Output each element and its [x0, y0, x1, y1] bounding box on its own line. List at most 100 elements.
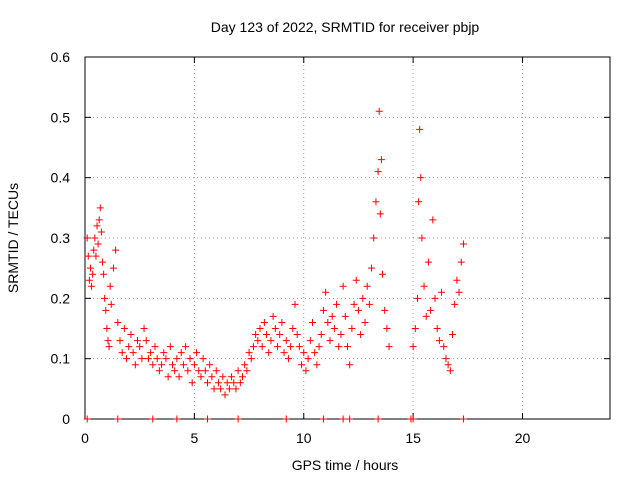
- data-point: [93, 222, 101, 230]
- data-point: [158, 361, 166, 369]
- data-point: [459, 415, 467, 423]
- data-point: [204, 379, 211, 387]
- data-point: [429, 216, 437, 224]
- data-point: [368, 264, 376, 272]
- data-point: [134, 337, 141, 345]
- data-point: [104, 337, 112, 345]
- data-point: [313, 361, 321, 369]
- data-point: [302, 367, 310, 375]
- data-point: [149, 361, 157, 369]
- data-point: [352, 276, 360, 284]
- data-point: [254, 337, 262, 345]
- data-point: [225, 385, 233, 393]
- data-point: [99, 258, 106, 266]
- data-point: [252, 331, 260, 339]
- data-point: [234, 415, 242, 423]
- data-point: [433, 325, 441, 332]
- data-point: [109, 264, 117, 272]
- data-point: [284, 355, 292, 363]
- data-point: [381, 306, 389, 314]
- data-point: [96, 204, 104, 212]
- data-point: [282, 337, 290, 345]
- data-point: [151, 343, 159, 351]
- data-point: [442, 355, 450, 363]
- data-point: [182, 343, 190, 351]
- data-point: [247, 355, 255, 363]
- data-point: [210, 385, 218, 393]
- data-point: [102, 306, 110, 314]
- data-point: [256, 325, 264, 332]
- data-point: [374, 415, 382, 423]
- data-point: [322, 288, 330, 296]
- data-point: [234, 367, 242, 375]
- data-point: [138, 355, 146, 363]
- data-point: [300, 349, 308, 357]
- data-point: [85, 276, 93, 284]
- data-point: [199, 355, 207, 363]
- data-point: [370, 234, 378, 242]
- data-point: [267, 337, 275, 345]
- data-point: [208, 373, 216, 381]
- data-point: [422, 312, 430, 320]
- data-point: [217, 385, 225, 393]
- x-tick-label: 15: [405, 430, 421, 446]
- data-point: [228, 373, 236, 381]
- data-point: [162, 355, 170, 363]
- data-point: [186, 355, 194, 363]
- data-point: [184, 367, 192, 375]
- data-point: [455, 288, 463, 296]
- data-point: [153, 355, 161, 363]
- data-point: [324, 318, 332, 326]
- data-point: [365, 300, 373, 308]
- data-point: [449, 331, 456, 339]
- y-tick-label: 0.5: [51, 109, 71, 125]
- data-point: [101, 294, 109, 302]
- data-point: [245, 349, 253, 357]
- data-point: [107, 300, 115, 308]
- data-point: [125, 343, 133, 351]
- data-point: [269, 312, 277, 320]
- data-point: [435, 337, 443, 345]
- data-point: [188, 379, 196, 387]
- data-point: [415, 198, 423, 206]
- data-point: [311, 349, 319, 357]
- data-point: [160, 349, 168, 357]
- data-point: [94, 240, 102, 248]
- data-point: [103, 325, 111, 332]
- gridlines: [85, 57, 610, 419]
- data-point: [90, 246, 98, 254]
- x-tick-label: 5: [190, 430, 198, 446]
- data-point: [309, 318, 316, 326]
- data-point: [335, 343, 343, 351]
- data-point: [136, 343, 144, 351]
- data-point: [97, 228, 105, 236]
- data-point: [276, 331, 284, 339]
- data-point: [372, 198, 380, 206]
- data-point: [271, 325, 279, 332]
- y-tick-label: 0.6: [51, 49, 71, 65]
- data-point: [190, 361, 198, 369]
- data-point: [339, 415, 347, 423]
- data-point: [92, 252, 100, 260]
- data-point: [249, 343, 257, 351]
- data-point: [236, 379, 244, 387]
- data-point: [416, 125, 424, 133]
- data-point: [446, 367, 454, 375]
- data-point: [354, 306, 362, 314]
- data-point: [175, 373, 183, 381]
- data-point: [420, 282, 428, 290]
- data-point: [219, 373, 227, 381]
- data-point: [155, 367, 163, 375]
- data-point: [414, 294, 421, 302]
- data-point: [118, 349, 126, 357]
- data-point: [142, 337, 150, 345]
- x-tick-label: 20: [515, 430, 531, 446]
- data-point: [100, 270, 108, 278]
- data-point: [149, 415, 157, 423]
- data-point: [105, 343, 113, 351]
- data-point: [330, 325, 338, 332]
- data-point: [306, 337, 314, 345]
- data-point: [326, 337, 334, 345]
- data-point: [91, 234, 99, 242]
- y-axis-label: SRMTID / TECUs: [5, 183, 21, 293]
